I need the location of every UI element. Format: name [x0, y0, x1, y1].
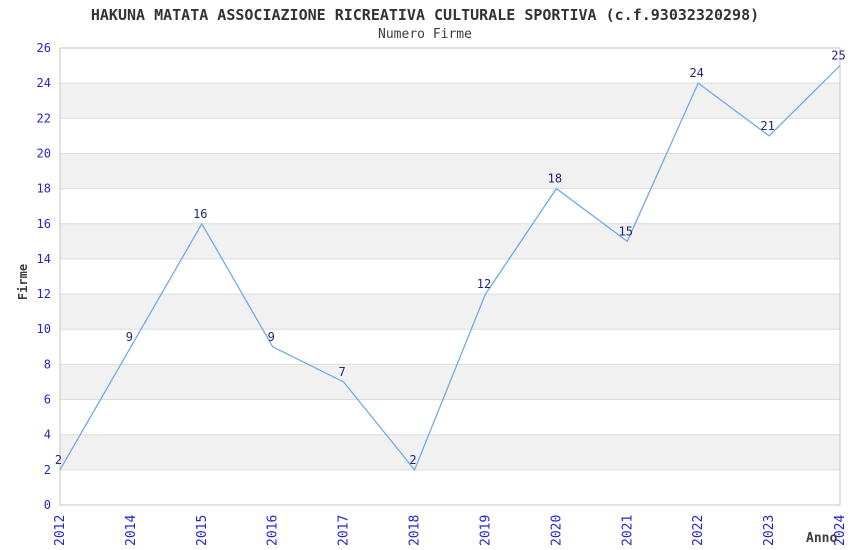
- x-tick-label: 2019: [478, 515, 493, 546]
- data-label: 16: [193, 207, 207, 221]
- y-tick-label: 18: [37, 182, 51, 196]
- chart-subtitle: Numero Firme: [378, 27, 472, 42]
- data-line: [59, 65, 841, 472]
- data-label: 2: [409, 453, 416, 467]
- data-label: 2: [55, 453, 62, 467]
- data-label: 15: [619, 224, 633, 238]
- data-label: 21: [760, 119, 774, 133]
- y-tick-label: 14: [37, 252, 51, 266]
- data-label: 24: [689, 66, 703, 80]
- y-tick-label: 6: [44, 393, 51, 407]
- x-tick-label: 2014: [124, 515, 139, 546]
- data-label: 25: [831, 49, 845, 63]
- data-label: 9: [126, 330, 133, 344]
- x-tick-label: 2012: [53, 515, 68, 546]
- x-tick-label: 2015: [195, 515, 210, 546]
- y-tick-label: 10: [37, 322, 51, 336]
- plot-border: [59, 47, 841, 506]
- y-tick-label: 22: [37, 111, 51, 125]
- y-tick-label: 16: [37, 217, 51, 231]
- y-tick-label: 12: [37, 287, 51, 301]
- data-label: 7: [339, 365, 346, 379]
- y-tick-label: 20: [37, 146, 51, 160]
- data-label: 18: [548, 172, 562, 186]
- plot-band: [60, 294, 840, 330]
- plot-band: [60, 83, 840, 119]
- x-tick-label: 2023: [762, 515, 777, 546]
- chart-title: HAKUNA MATATA ASSOCIAZIONE RICREATIVA CU…: [90, 6, 760, 24]
- y-tick-label: 8: [44, 357, 51, 371]
- y-tick-label: 0: [44, 498, 51, 512]
- x-tick-label: 2024: [833, 515, 848, 546]
- x-tick-label: 2018: [408, 515, 423, 546]
- data-label: 12: [477, 277, 491, 291]
- x-axis-title: Anno: [806, 531, 838, 546]
- data-label: 9: [268, 330, 275, 344]
- plot-band: [60, 223, 840, 259]
- y-tick-label: 26: [37, 41, 51, 55]
- plot-band: [60, 434, 840, 470]
- x-tick-label: 2020: [549, 515, 564, 546]
- plot-band: [60, 153, 840, 189]
- x-tick-label: 2017: [337, 515, 352, 546]
- y-tick-label: 2: [44, 463, 51, 477]
- y-tick-label: 24: [37, 76, 51, 90]
- y-axis-title: Firme: [16, 263, 30, 301]
- x-tick-label: 2022: [691, 515, 706, 546]
- x-tick-label: 2021: [620, 515, 635, 546]
- x-tick-label: 2016: [266, 515, 281, 546]
- y-tick-label: 4: [44, 428, 51, 442]
